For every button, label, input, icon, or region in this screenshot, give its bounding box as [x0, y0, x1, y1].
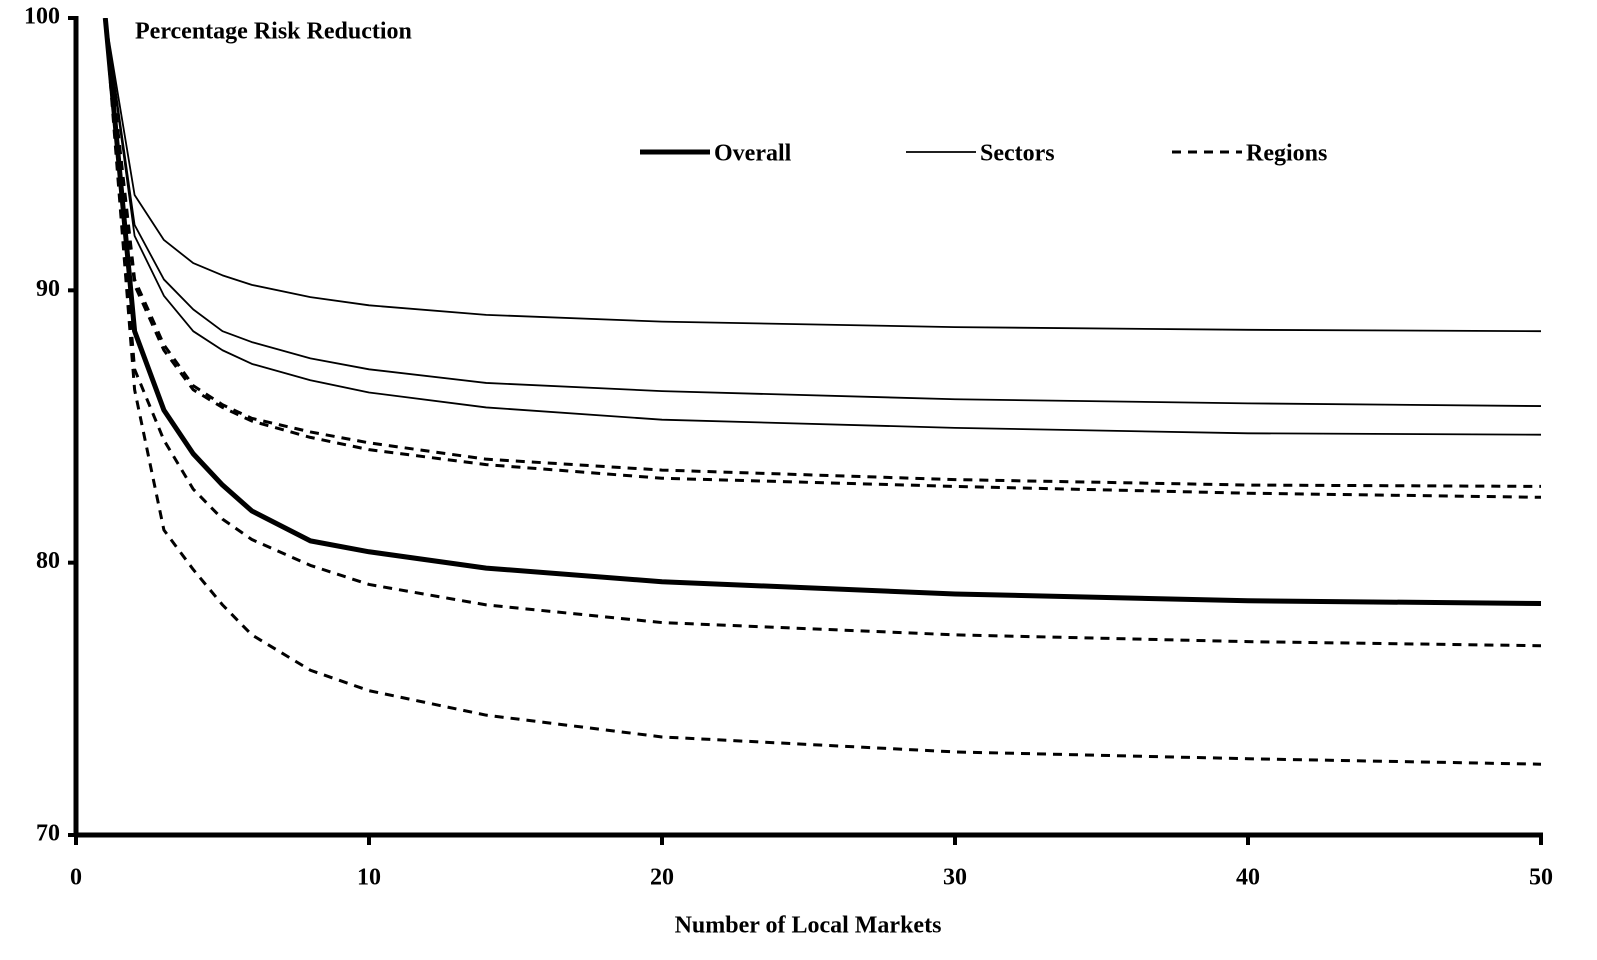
x-tick-label: 30 [943, 865, 967, 891]
plot-area [102, 18, 1542, 766]
legend-label: Sectors [980, 141, 1055, 167]
series-line [104, 18, 1542, 333]
y-tick-label: 90 [36, 276, 60, 302]
x-tick-label: 50 [1529, 865, 1553, 891]
series-line [103, 18, 1542, 499]
series-line [104, 18, 1542, 407]
series-line [103, 18, 1542, 648]
y-tick-label: 100 [24, 4, 60, 30]
x-tick-label: 10 [357, 865, 381, 891]
y-tick-label: 70 [36, 821, 60, 847]
series-line [102, 18, 1542, 607]
chart-title: Percentage Risk Reduction [135, 19, 412, 45]
series-line [104, 18, 1542, 436]
x-tick-label: 40 [1236, 865, 1260, 891]
series-line [103, 18, 1542, 488]
legend-label: Overall [714, 141, 792, 167]
series-line [103, 18, 1542, 766]
y-tick-label: 80 [36, 548, 60, 574]
x-tick-label: 0 [70, 865, 82, 891]
x-tick-label: 20 [650, 865, 674, 891]
legend-label: Regions [1246, 141, 1327, 167]
x-axis-label: Number of Local Markets [675, 913, 942, 939]
